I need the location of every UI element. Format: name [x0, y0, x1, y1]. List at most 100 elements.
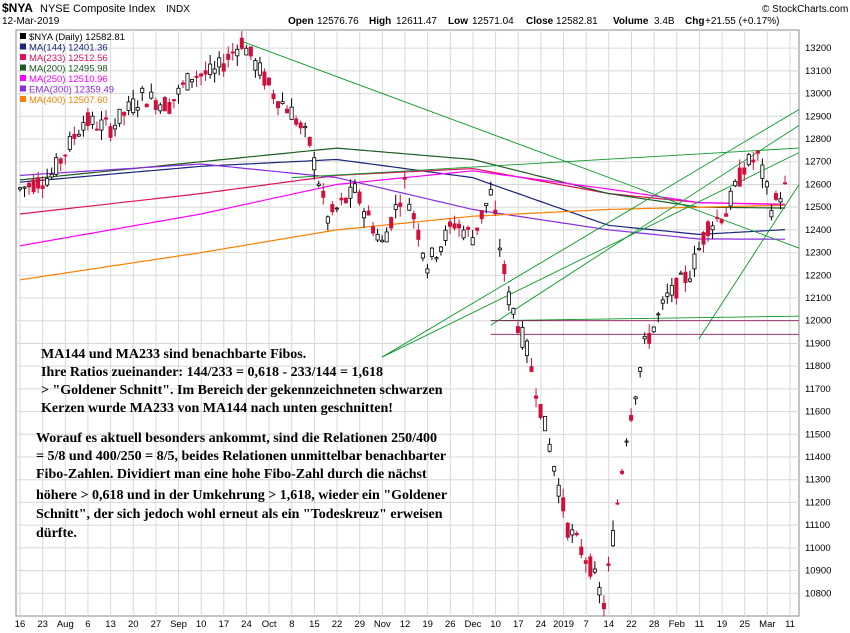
candle-body — [162, 97, 167, 112]
date-tick-label: Feb — [669, 619, 685, 630]
candle-body — [466, 227, 471, 230]
date-tick-label: 10 — [490, 619, 501, 630]
candle-body — [99, 119, 104, 131]
date-tick-label: 11 — [694, 619, 704, 630]
annotation-line: = 5/8 und 400/250 = 8/5, beides Relation… — [36, 449, 446, 464]
candle-body — [737, 167, 742, 187]
exchange-label: INDX — [166, 4, 190, 15]
candle-body — [547, 443, 552, 452]
annotation-line: dürfte. — [36, 526, 77, 541]
date-axis: 16 23 Aug 6 13 20 27 Sep 10 17 24 Oct 8 15 22 29 Nov 12 19… — [15, 619, 795, 630]
date-tick-label: 20 — [128, 619, 139, 630]
candle-body — [194, 75, 199, 78]
high-value: 12611.47 — [396, 16, 437, 27]
candle-body — [434, 257, 439, 260]
moving-average-line — [19, 204, 786, 281]
candle-body — [497, 247, 502, 251]
candle-body — [620, 470, 625, 474]
candle-body — [669, 284, 674, 296]
candle-body — [706, 221, 711, 236]
candle-body — [31, 179, 36, 193]
candle-body — [389, 217, 394, 229]
candle-body — [710, 225, 715, 231]
annotation-line: höhere > 0,618 und in der Umkehrung > 1,… — [36, 488, 447, 503]
date-tick-label: 24 — [536, 619, 547, 630]
date-tick-label: Mar — [759, 619, 775, 630]
price-tick-label: 11400 — [805, 452, 831, 463]
candle-body — [352, 183, 357, 193]
candle-body — [488, 189, 493, 196]
date-tick-label: Aug — [57, 619, 74, 630]
candle-body — [529, 366, 534, 372]
candle-body — [67, 135, 72, 150]
legend-entry: MA(200) 12495.98 — [29, 64, 108, 75]
candle-body — [461, 229, 466, 239]
annotation-line: Kerzen wurde MA233 von MA144 nach unten … — [41, 401, 393, 416]
candle-body — [642, 336, 647, 340]
candle-body — [235, 48, 240, 57]
candle-body — [266, 77, 271, 86]
candle-body — [49, 173, 54, 178]
candle-body — [271, 93, 276, 100]
candle-body — [108, 126, 113, 138]
candle-body — [58, 158, 63, 164]
candlesticks — [17, 31, 788, 617]
candle-body — [316, 183, 321, 187]
candle-body — [773, 193, 778, 200]
candle-body — [131, 98, 136, 114]
candle-body — [393, 204, 398, 210]
price-tick-label: 12700 — [805, 157, 831, 168]
candle-body — [606, 563, 611, 566]
candle-body — [104, 117, 109, 120]
candle-body — [429, 247, 434, 257]
candle-body — [633, 396, 638, 400]
candle-body — [285, 108, 290, 114]
price-tick-label: 11300 — [805, 475, 831, 486]
date-tick-label: 10 — [196, 619, 207, 630]
date-tick-label: 27 — [151, 619, 162, 630]
candle-body — [601, 602, 606, 610]
annotation-block-1: MA144 und MA233 sind benachbarte Fibos. … — [41, 347, 443, 416]
candle-body — [733, 180, 738, 187]
candle-body — [724, 213, 729, 217]
candle-body — [94, 128, 99, 131]
candle-body — [416, 229, 421, 240]
candle-body — [303, 126, 308, 129]
candle-body — [45, 178, 50, 186]
candle-body — [217, 57, 222, 68]
candle-body — [506, 291, 511, 306]
open-value: 12576.76 — [317, 16, 359, 27]
price-tick-label: 13200 — [805, 43, 831, 54]
date-tick-label: 13 — [105, 619, 116, 630]
candle-body — [579, 546, 584, 556]
candle-body — [629, 415, 634, 421]
legend-entry: MA(250) 12510.96 — [29, 74, 108, 85]
candle-body — [348, 186, 353, 199]
candle-body — [81, 122, 86, 131]
legend-entry: MA(144) 12401.36 — [29, 43, 108, 54]
date-tick-label: 2019 — [553, 619, 574, 630]
price-tick-label: 12100 — [805, 293, 831, 304]
price-tick-label: 12400 — [805, 225, 831, 236]
candle-body — [696, 248, 701, 251]
watermark-text: © StockCharts.com — [762, 4, 848, 15]
trend-line — [698, 184, 800, 340]
candle-body — [534, 395, 539, 399]
date-tick-label: Sep — [170, 619, 187, 630]
candle-body — [665, 292, 670, 297]
candle-body — [185, 73, 190, 91]
legend-swatch — [20, 85, 26, 92]
candle-body — [524, 340, 529, 356]
candle-body — [27, 182, 32, 188]
date-tick-label: 19 — [717, 619, 728, 630]
trend-line — [490, 315, 800, 322]
date-tick-label: 15 — [309, 619, 320, 630]
candle-body — [343, 197, 348, 204]
price-tick-label: 11500 — [805, 429, 831, 440]
candle-body — [257, 62, 262, 76]
candle-body — [76, 133, 81, 137]
candle-body — [574, 532, 579, 536]
candle-body — [755, 150, 760, 154]
moving-average-line — [19, 170, 786, 247]
